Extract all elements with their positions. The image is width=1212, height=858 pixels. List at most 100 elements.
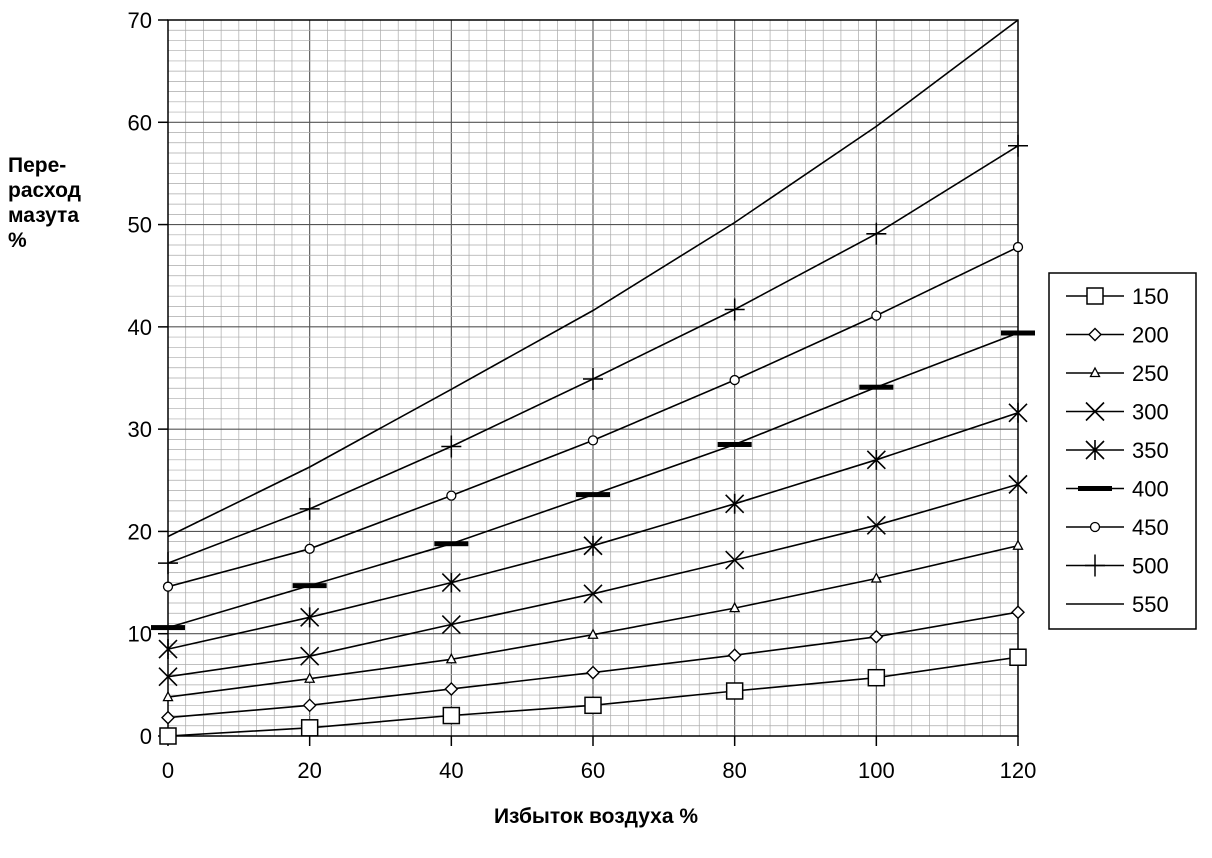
data-point-450 [304,543,315,554]
x-axis-ticks: 0 20 40 60 80 100 120 [162,736,1036,783]
x-tick-label: 0 [162,758,174,783]
data-point-150 [867,668,886,687]
data-point-450 [1012,241,1024,253]
data-point-300 [583,584,603,604]
legend-entry-400: 400 [1066,477,1169,502]
legend-entry-450: 450 [1066,515,1169,540]
legend: 150 200 250 300 350 400 450 500 550 [1048,272,1197,630]
data-point-400 [717,441,752,447]
x-tick-label: 60 [581,758,605,783]
series-450 [162,241,1024,592]
legend-marker [1085,554,1105,577]
x-tick-label: 20 [297,758,321,783]
data-point-350 [583,535,603,556]
legend-marker [1086,287,1104,305]
data-point-200 [1011,605,1025,620]
series-300 [158,474,1028,687]
data-point-500 [158,552,178,575]
legend-label: 400 [1132,477,1169,502]
legend-label: 500 [1132,554,1169,579]
x-tick-label: 120 [1000,758,1037,783]
data-point-400 [1001,330,1035,336]
data-point-150 [584,696,602,715]
data-point-300 [158,667,178,687]
x-tick-label: 80 [722,758,746,783]
series-500 [158,134,1028,575]
data-point-450 [871,310,882,321]
data-point-250 [445,652,457,664]
legend-marker [1088,327,1102,342]
data-point-500 [441,435,462,458]
series-layer [151,19,1035,745]
series-250 [162,539,1024,702]
data-point-500 [299,497,320,520]
legend-marker [1078,486,1112,491]
data-point-250 [870,572,882,583]
legend-marker [1085,440,1105,460]
series-350 [158,402,1028,660]
data-point-300 [725,550,745,570]
data-point-400 [434,541,469,547]
y-axis-label-line-4: % [8,229,27,252]
y-tick-label: 0 [140,724,152,749]
data-point-150 [725,682,744,700]
data-point-400 [151,625,185,631]
data-point-150 [442,706,461,725]
legend-marker [1089,366,1101,378]
legend-entry-300: 300 [1066,400,1169,425]
legend-entry-500: 500 [1066,554,1169,579]
data-point-300 [866,515,886,535]
y-tick-label: 20 [128,519,152,544]
data-point-500 [1008,134,1028,157]
legend-entry-350: 350 [1066,438,1169,463]
data-point-150 [159,727,177,745]
legend-marker [1089,521,1101,533]
y-tick-label: 70 [128,8,152,33]
legend-label: 450 [1132,515,1169,540]
legend-label: 200 [1132,323,1169,348]
data-point-350 [158,639,178,660]
legend-box [1048,272,1197,630]
legend-label: 350 [1132,438,1169,463]
data-point-350 [866,449,886,470]
legend-label: 300 [1132,400,1169,425]
data-point-350 [300,607,320,628]
data-point-350 [725,493,745,514]
data-point-250 [162,690,174,702]
legend-label: 550 [1132,592,1169,617]
data-point-300 [441,614,461,635]
data-point-200 [586,665,600,680]
data-point-450 [587,435,599,446]
y-axis-ticks: 0 10 20 30 40 50 60 70 [128,8,168,749]
series-200 [161,605,1025,725]
legend-entry-150: 150 [1066,284,1169,309]
data-point-200 [727,648,742,663]
data-point-500 [583,368,603,391]
y-tick-label: 10 [128,622,152,647]
y-axis-label-line-2: расход [8,179,81,202]
legend-entry-200: 200 [1066,323,1169,348]
data-point-350 [441,572,461,593]
data-point-250 [1012,539,1024,550]
series-400 [151,330,1035,631]
y-tick-label: 30 [128,417,152,442]
data-point-250 [304,672,316,683]
legend-entry-550: 550 [1066,592,1169,617]
y-tick-label: 50 [128,213,152,238]
data-point-450 [162,581,174,592]
legend-label: 150 [1132,284,1169,309]
series-150 [159,648,1027,745]
legend-entry-250: 250 [1066,361,1169,386]
data-point-250 [587,628,599,639]
series-550 [167,19,1019,538]
x-tick-label: 100 [858,758,895,783]
data-point-450 [729,374,740,386]
data-point-150 [300,719,319,737]
data-point-450 [446,490,457,501]
y-axis-label-line-3: мазута [8,204,79,227]
legend-marker [1085,401,1105,422]
series-line-550 [167,19,1019,538]
data-point-200 [444,681,459,696]
data-point-200 [302,698,317,713]
